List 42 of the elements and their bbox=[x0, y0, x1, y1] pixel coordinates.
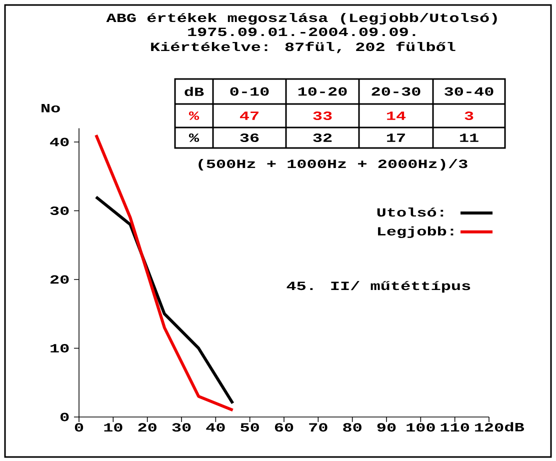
x-tick-label: 50 bbox=[240, 423, 259, 432]
text: 10-20 bbox=[298, 87, 347, 96]
text: 33 bbox=[313, 112, 332, 120]
x-tick-label: 10 bbox=[104, 423, 122, 432]
x-tick-label: 110 bbox=[440, 423, 470, 432]
y-tick-label: 30 bbox=[50, 206, 69, 215]
y-tick-label: 10 bbox=[50, 344, 69, 352]
annotation: 11 bbox=[460, 134, 478, 142]
annotation: 36 bbox=[240, 134, 259, 142]
x-tick-label: 80 bbox=[343, 423, 362, 432]
chart-subtitle: 1975.09.01.-2004.09.09. bbox=[188, 28, 416, 36]
y-axis-title: No bbox=[42, 104, 60, 112]
x-tick-label: 20 bbox=[138, 423, 156, 432]
text: 47 bbox=[240, 112, 258, 120]
text: 30-40 bbox=[444, 87, 494, 96]
annotation: (500Hz + 1000Hz + 2000Hz)/3 bbox=[198, 158, 468, 171]
x-tick-label: 60 bbox=[274, 423, 294, 432]
text: Kiértékelve: 87fül, 202 fülből bbox=[151, 42, 456, 54]
x-tick-label: 100 bbox=[406, 423, 435, 432]
chart-title: ABG értékek megoszlása (Legjobb/Utolsó) bbox=[106, 12, 497, 25]
x-tick-label: 90 bbox=[377, 423, 396, 432]
x-tick-label: 40 bbox=[206, 423, 225, 432]
text: 14 bbox=[387, 112, 406, 120]
x-tick-label: 30 bbox=[172, 423, 191, 432]
y-tick-label: 40 bbox=[50, 138, 69, 146]
annotation: 45. II/ műtéttípus bbox=[286, 280, 470, 293]
x-tick-label: 120 bbox=[475, 423, 504, 432]
annotation: 17 bbox=[387, 134, 405, 142]
annotation: % bbox=[188, 134, 200, 142]
legend-label: Utolsó: bbox=[377, 207, 444, 217]
text: dB bbox=[184, 86, 204, 96]
annotation: 32 bbox=[313, 134, 332, 142]
legend-label: Legjobb: bbox=[378, 226, 454, 238]
text: 20-30 bbox=[372, 87, 420, 96]
x-tick-label: 70 bbox=[309, 423, 328, 432]
y-tick-label: 20 bbox=[50, 275, 69, 284]
x-tick-label: 0 bbox=[74, 423, 84, 432]
y-tick-label: 0 bbox=[60, 412, 69, 422]
text: % bbox=[188, 112, 200, 120]
text: 0-10 bbox=[230, 87, 269, 96]
x-axis-title: dB bbox=[505, 422, 524, 432]
text: 3 bbox=[464, 112, 474, 120]
